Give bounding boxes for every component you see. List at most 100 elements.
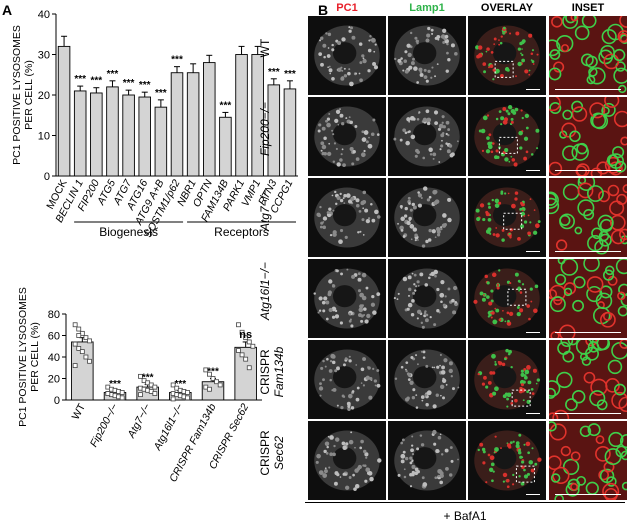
lysosome <box>332 209 335 212</box>
lysosome <box>518 451 522 455</box>
lysosome <box>360 367 365 372</box>
bar <box>122 94 135 177</box>
lysosome-ring <box>550 331 560 338</box>
lysosome <box>433 323 437 327</box>
lysosome <box>447 128 451 132</box>
lysosome <box>343 67 346 70</box>
lysosome <box>423 314 427 318</box>
lysosome <box>417 203 422 208</box>
lysosome <box>436 309 440 313</box>
lysosome-ring <box>586 185 604 202</box>
lysosome-ring <box>549 191 559 209</box>
lysosome <box>523 214 526 217</box>
lysosome <box>335 109 341 114</box>
group-label: Receptors <box>214 225 269 239</box>
nucleus <box>332 42 357 65</box>
lysosome-ring <box>581 16 597 29</box>
lysosome <box>518 130 523 136</box>
data-point <box>138 392 143 398</box>
lysosome <box>329 452 333 456</box>
lysosome <box>406 43 411 48</box>
lysosome <box>337 41 342 46</box>
lysosome <box>500 447 502 450</box>
lysosome <box>409 456 413 460</box>
lysosome <box>425 38 430 43</box>
lysosome <box>348 68 351 71</box>
lysosome-ring <box>577 182 594 199</box>
data-point <box>72 363 78 368</box>
lysosome <box>446 42 449 46</box>
lysosome <box>363 464 367 468</box>
data-point <box>250 343 256 349</box>
lysosome <box>440 394 442 397</box>
lysosome-ring <box>559 130 568 139</box>
lysosome <box>348 393 353 399</box>
lysosome <box>490 289 494 293</box>
lysosome <box>422 482 428 487</box>
lysosome <box>365 286 369 290</box>
lysosome <box>501 229 505 232</box>
lysosome <box>397 58 402 63</box>
scale-bar <box>555 88 621 90</box>
lysosome-ring <box>602 482 620 500</box>
lysosome-ring <box>607 184 620 197</box>
micrograph-image <box>314 106 380 167</box>
lysosome-ring <box>574 226 583 235</box>
lysosome <box>432 157 435 160</box>
lysosome <box>520 372 525 377</box>
lysosome <box>336 162 341 167</box>
lysosome <box>341 69 344 72</box>
lysosome <box>495 117 499 121</box>
lysosome <box>355 397 360 402</box>
lysosome <box>317 213 321 218</box>
lysosome <box>412 291 416 295</box>
lysosome <box>433 366 436 369</box>
lysosome-ring <box>613 67 627 84</box>
significance-label: *** <box>220 100 232 111</box>
lysosome <box>358 72 361 75</box>
lysosome <box>411 396 416 400</box>
lysosome <box>508 160 511 163</box>
lysosome <box>531 447 534 450</box>
lysosome <box>450 152 455 157</box>
lysosome <box>377 458 382 463</box>
significance-label: *** <box>107 69 119 80</box>
lysosome <box>486 281 490 285</box>
lysosome <box>419 434 423 437</box>
lysosome <box>485 481 488 484</box>
lysosome <box>513 162 518 167</box>
lysosome <box>495 320 498 323</box>
lysosome <box>411 472 415 477</box>
row-label: Fip200−/− <box>258 101 272 156</box>
lysosome <box>504 157 509 162</box>
micrograph-image <box>393 106 460 167</box>
lysosome <box>442 213 447 218</box>
lysosome <box>337 123 340 126</box>
lysosome <box>415 285 417 288</box>
lysosome <box>316 453 321 459</box>
lysosome <box>343 74 348 78</box>
lysosome <box>494 447 499 452</box>
lysosome <box>419 272 424 277</box>
lysosome <box>420 350 424 353</box>
lysosome <box>333 142 337 145</box>
lysosome <box>333 481 338 486</box>
lysosome <box>523 156 527 161</box>
micrograph-overlay <box>468 16 546 95</box>
lysosome <box>447 197 452 202</box>
lysosome <box>408 202 411 205</box>
lysosome <box>450 375 453 378</box>
lysosome <box>505 478 510 483</box>
lysosome <box>414 233 418 237</box>
lysosome-ring <box>608 161 623 176</box>
nucleus <box>412 366 437 389</box>
lysosome <box>426 390 432 396</box>
lysosome <box>416 42 419 45</box>
lysosome <box>526 365 531 370</box>
lysosome <box>500 116 505 121</box>
lysosome <box>367 366 371 370</box>
lysosome <box>510 120 514 124</box>
lysosome <box>407 275 412 280</box>
lysosome <box>508 311 514 316</box>
lysosome <box>342 197 345 200</box>
